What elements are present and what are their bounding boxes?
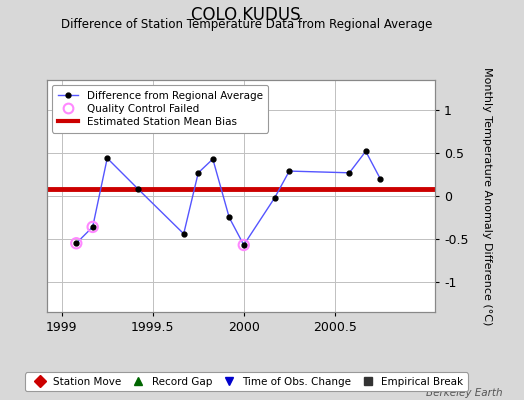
Point xyxy=(239,242,248,248)
Text: COLO KUDUS: COLO KUDUS xyxy=(191,6,301,24)
Text: Berkeley Earth: Berkeley Earth xyxy=(427,388,503,398)
Legend: Station Move, Record Gap, Time of Obs. Change, Empirical Break: Station Move, Record Gap, Time of Obs. C… xyxy=(25,372,467,391)
Point xyxy=(72,240,81,246)
Text: Difference of Station Temperature Data from Regional Average: Difference of Station Temperature Data f… xyxy=(61,18,432,31)
Point xyxy=(89,224,97,230)
Y-axis label: Monthly Temperature Anomaly Difference (°C): Monthly Temperature Anomaly Difference (… xyxy=(482,67,493,325)
Legend: Difference from Regional Average, Quality Control Failed, Estimated Station Mean: Difference from Regional Average, Qualit… xyxy=(52,85,268,132)
